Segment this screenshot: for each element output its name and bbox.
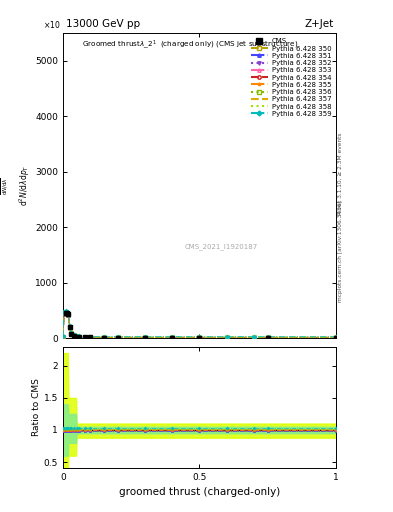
Text: 13000 GeV pp: 13000 GeV pp xyxy=(66,19,140,29)
Y-axis label: Ratio to CMS: Ratio to CMS xyxy=(32,378,41,436)
Text: $\times10$: $\times10$ xyxy=(42,19,60,30)
Text: Groomed thrust$\lambda\_2^1$  (charged only) (CMS jet substructure): Groomed thrust$\lambda\_2^1$ (charged on… xyxy=(82,38,298,51)
Text: Z+Jet: Z+Jet xyxy=(304,19,333,29)
Y-axis label: $\frac{1}{\mathrm{d}N/\mathrm{d}\lambda}$
$\mathrm{d}^2N/\mathrm{d}\lambda\mathr: $\frac{1}{\mathrm{d}N/\mathrm{d}\lambda}… xyxy=(0,165,32,206)
Text: CMS_2021_I1920187: CMS_2021_I1920187 xyxy=(185,243,258,250)
X-axis label: groomed thrust (charged-only): groomed thrust (charged-only) xyxy=(119,486,280,497)
Legend: CMS, Pythia 6.428 350, Pythia 6.428 351, Pythia 6.428 352, Pythia 6.428 353, Pyt: CMS, Pythia 6.428 350, Pythia 6.428 351,… xyxy=(251,38,331,117)
Text: mcplots.cern.ch [arXiv:1306.3436]: mcplots.cern.ch [arXiv:1306.3436] xyxy=(338,200,343,302)
Text: Rivet 3.1.10, ≥ 2.3M events: Rivet 3.1.10, ≥ 2.3M events xyxy=(338,133,343,216)
